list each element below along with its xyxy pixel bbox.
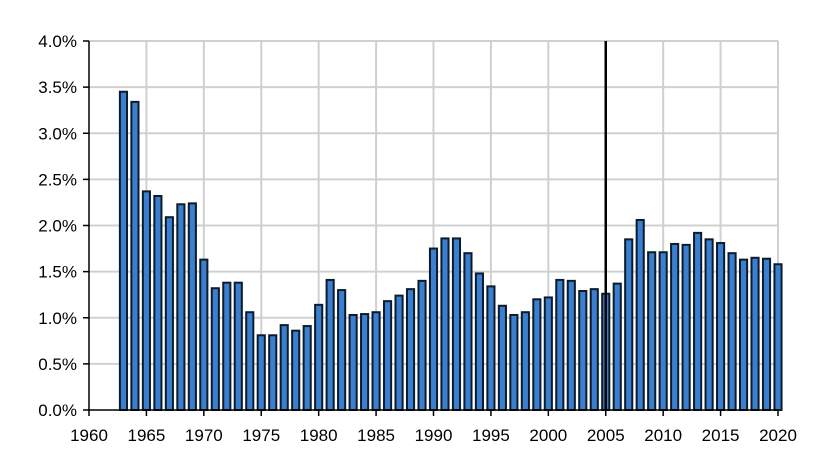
bar-2010 — [658, 251, 668, 411]
x-tick-label: 2020 — [759, 426, 797, 445]
bar-1985 — [371, 311, 381, 411]
bar-2003 — [578, 290, 588, 411]
bar-1967 — [164, 216, 174, 411]
bar-2016 — [727, 252, 737, 411]
bar-2014 — [704, 238, 714, 411]
axes-layer — [83, 40, 779, 416]
bar-1998 — [520, 311, 530, 411]
bar-1965 — [141, 190, 151, 411]
y-tick-label: 3.0% — [38, 124, 77, 143]
bar-1966 — [153, 194, 163, 411]
bar-1980 — [314, 303, 324, 411]
bar-1978 — [291, 329, 301, 412]
x-tick-label: 2000 — [529, 426, 567, 445]
bar-1975 — [256, 334, 266, 411]
x-tick-label: 1985 — [357, 426, 395, 445]
x-tick-label: 2005 — [587, 426, 625, 445]
bar-2015 — [716, 242, 726, 411]
bar-1984 — [360, 313, 370, 411]
bar-2007 — [624, 238, 634, 411]
bar-1972 — [222, 281, 232, 411]
bar-2008 — [635, 218, 645, 411]
y-tick-label: 0.5% — [38, 355, 77, 374]
x-tick-label: 1995 — [472, 426, 510, 445]
bar-1971 — [210, 287, 220, 412]
bar-1973 — [233, 281, 243, 411]
bar-1983 — [348, 313, 358, 412]
bar-1964 — [130, 100, 140, 411]
x-tick-label: 1960 — [70, 426, 108, 445]
bar-2006 — [612, 282, 622, 411]
x-tick-label: 1990 — [415, 426, 453, 445]
x-tick-label: 2015 — [702, 426, 740, 445]
bar-1963 — [118, 90, 129, 412]
bar-1976 — [268, 334, 278, 411]
bar-1982 — [337, 289, 347, 412]
bar-1974 — [245, 311, 255, 411]
bar-1997 — [509, 313, 519, 412]
bar-2012 — [681, 243, 691, 411]
bar-2017 — [738, 258, 749, 411]
bar-1994 — [474, 272, 484, 411]
bar-1995 — [486, 285, 496, 412]
bar-1999 — [532, 298, 542, 411]
labels-layer: 0.0% 0.5% 1.0% 1.5% 2.0% 2.5% 3.0% 3.5% 4.0% 1960… — [38, 32, 797, 445]
bar-2000 — [543, 296, 553, 412]
bar-1992 — [451, 237, 462, 411]
bar-2009 — [647, 251, 657, 411]
bars-layer — [118, 90, 783, 412]
bar-2018 — [750, 256, 760, 412]
bar-1969 — [187, 202, 197, 411]
bar-1977 — [279, 324, 289, 412]
y-tick-label: 2.0% — [38, 217, 77, 236]
bar-1988 — [405, 288, 416, 411]
bar-2020 — [773, 263, 783, 411]
x-tick-label: 1970 — [185, 426, 223, 445]
x-tick-label: 1980 — [300, 426, 338, 445]
bar-1970 — [199, 258, 209, 411]
bar-1996 — [497, 304, 507, 412]
bar-2013 — [693, 231, 703, 411]
bar-1989 — [417, 279, 427, 411]
bar-1987 — [394, 294, 404, 411]
y-tick-label: 3.5% — [38, 78, 77, 97]
bar-1990 — [428, 247, 439, 411]
bar-1991 — [440, 237, 450, 411]
bar-2001 — [555, 278, 565, 411]
bar-2004 — [589, 288, 599, 411]
bar-2002 — [566, 279, 576, 411]
y-tick-label: 1.5% — [38, 263, 77, 282]
bar-2019 — [761, 257, 772, 411]
y-tick-label: 0.0% — [38, 401, 77, 420]
bar-2011 — [670, 242, 680, 411]
bar-1981 — [325, 278, 335, 411]
x-tick-label: 2010 — [644, 426, 682, 445]
y-tick-label: 4.0% — [38, 32, 77, 51]
x-tick-label: 1965 — [128, 426, 166, 445]
bar-1986 — [383, 300, 393, 412]
x-tick-label: 1975 — [242, 426, 280, 445]
y-tick-label: 1.0% — [38, 309, 77, 328]
bar-1968 — [176, 203, 186, 411]
bar-1993 — [463, 252, 473, 411]
bar-1979 — [302, 325, 312, 411]
y-tick-label: 2.5% — [38, 170, 77, 189]
